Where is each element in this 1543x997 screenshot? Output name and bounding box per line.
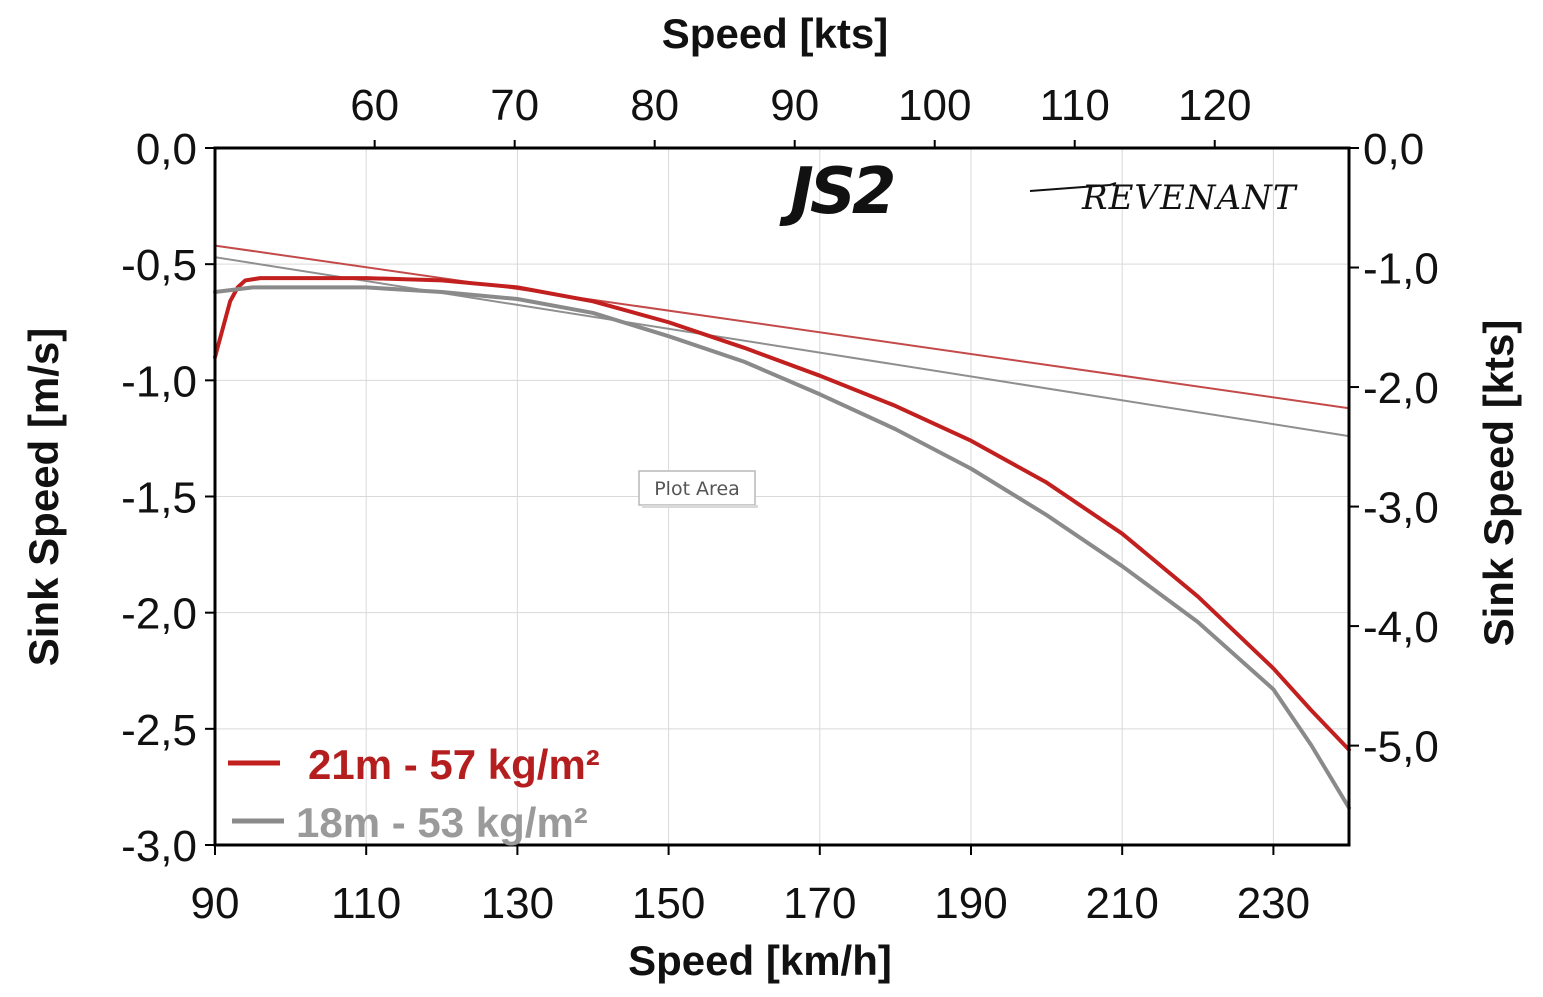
tangent-lines xyxy=(214,244,1350,438)
y-tick-label-right: -1,0 xyxy=(1363,245,1439,294)
y-tick-label-left: 0,0 xyxy=(136,125,197,174)
y-tick-label-left: -1,5 xyxy=(121,474,197,523)
y-tick-label-left: -0,5 xyxy=(121,241,197,290)
y-tick-label-left: -1,0 xyxy=(121,357,197,406)
x-tick-label-top: 90 xyxy=(770,81,819,130)
x-tick-label-bottom: 110 xyxy=(331,879,401,928)
series-line xyxy=(213,276,1351,752)
x-tick-label-top: 60 xyxy=(350,81,399,130)
legend-label-18m: 18m - 53 kg/m² xyxy=(296,799,588,846)
legend-entry-18m: 18m - 53 kg/m² xyxy=(232,799,588,846)
x-tick-label-bottom: 190 xyxy=(934,879,1007,928)
x-tick-label-top: 120 xyxy=(1178,81,1251,130)
plot-area-tooltip: Plot Area xyxy=(638,470,758,508)
y-tick-label-left: -2,5 xyxy=(121,706,197,755)
y-axis-title-left: Sink Speed [m/s] xyxy=(20,328,67,666)
x-tick-label-top: 100 xyxy=(898,81,971,130)
y-tick-label-right: 0,0 xyxy=(1363,125,1424,174)
x-tick-label-bottom: 210 xyxy=(1085,879,1158,928)
tangent-line xyxy=(214,256,1350,438)
y-tick-label-right: -2,0 xyxy=(1363,364,1439,413)
svg-text:JS2: JS2 xyxy=(779,155,893,229)
x-tick-label-bottom: 90 xyxy=(191,879,240,928)
x-tick-label-bottom: 150 xyxy=(632,879,705,928)
x-axis-title-bottom: Speed [km/h] xyxy=(628,937,892,984)
svg-text:REVENANT: REVENANT xyxy=(1081,178,1298,218)
x-tick-label-bottom: 230 xyxy=(1237,879,1310,928)
tangent-line xyxy=(214,244,1350,410)
y-axis-title-right: Sink Speed [kts] xyxy=(1475,320,1522,647)
series-lines xyxy=(213,276,1351,810)
x-tick-label-bottom: 170 xyxy=(783,879,856,928)
x-tick-label-top: 110 xyxy=(1040,81,1110,130)
axis-ticks xyxy=(205,140,1359,855)
series-line xyxy=(213,285,1351,810)
x-tick-label-bottom: 130 xyxy=(481,879,554,928)
grid-lines xyxy=(214,147,1349,846)
x-tick-label-top: 70 xyxy=(490,81,539,130)
legend: 21m - 57 kg/m² 18m - 53 kg/m² xyxy=(228,741,600,846)
y-tick-label-right: -5,0 xyxy=(1363,723,1439,772)
y-tick-label-right: -4,0 xyxy=(1363,603,1439,652)
legend-entry-21m: 21m - 57 kg/m² xyxy=(228,741,600,788)
y-tick-label-left: -3,0 xyxy=(121,822,197,871)
svg-text:Plot Area: Plot Area xyxy=(654,478,740,500)
x-axis-title-top: Speed [kts] xyxy=(662,10,888,57)
js2-revenant-logo: JS2 REVENANT xyxy=(779,155,1298,229)
legend-label-21m: 21m - 57 kg/m² xyxy=(308,741,600,788)
x-tick-label-top: 80 xyxy=(630,81,679,130)
y-tick-label-left: -2,0 xyxy=(121,590,197,639)
y-tick-label-right: -3,0 xyxy=(1363,484,1439,533)
tick-labels: 90 110 130 150 170 190 210 230 60 70 80 90 100 110 120… xyxy=(121,81,1439,928)
